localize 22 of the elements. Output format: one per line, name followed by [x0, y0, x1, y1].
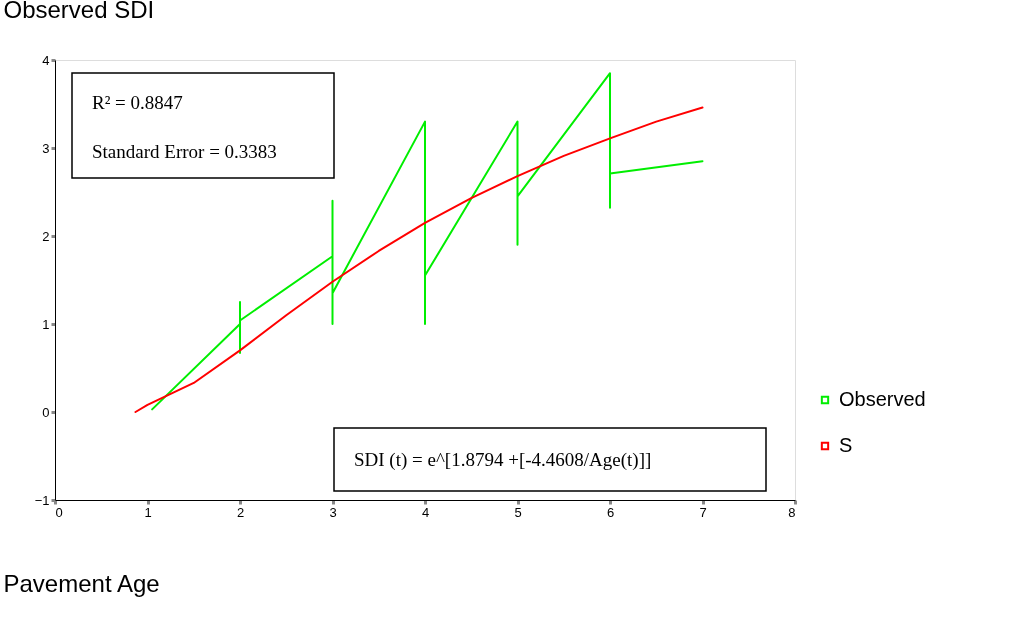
legend-label: S — [839, 434, 853, 456]
annotation: SDI (t) = e^[1.8794 +[-4.4608/Age(t)]] — [354, 448, 652, 471]
x-tick-label: 2 — [236, 504, 245, 520]
x-tick-label: 4 — [421, 504, 430, 520]
y-tick-label: 2 — [42, 228, 50, 244]
annotation: R² = 0.8847 — [92, 92, 183, 114]
x-tick-label: 5 — [514, 504, 522, 520]
y-tick-label: −1 — [34, 492, 50, 508]
y-tick-label: 4 — [42, 52, 50, 68]
legend-label: Observed — [839, 388, 926, 410]
x-tick-label: 3 — [329, 504, 337, 520]
y-tick-label: 1 — [42, 316, 50, 332]
y-tick-label: 3 — [42, 140, 50, 156]
y-tick-label: 0 — [42, 404, 50, 420]
x-tick-label: 1 — [144, 504, 152, 520]
x-axis-title: Pavement Age — [3, 569, 160, 597]
x-tick-label: 7 — [699, 504, 707, 520]
y-axis-title: Observed SDI — [3, 0, 155, 23]
x-tick-label: 8 — [788, 504, 796, 520]
annotation: Standard Error = 0.3383 — [92, 140, 277, 162]
x-tick-label: 6 — [606, 504, 615, 520]
x-tick-label: 0 — [55, 504, 63, 520]
